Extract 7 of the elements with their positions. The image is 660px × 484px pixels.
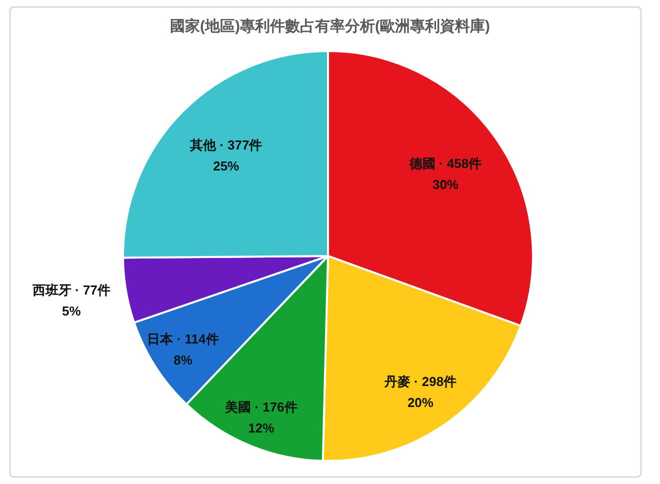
slice-label: 丹麥 · 298件 20% [383, 373, 457, 410]
slice-label: 德國 · 458件 30% [408, 156, 482, 192]
chart-title: 國家(地區)專利件數占有率分析(歐洲專利資料庫) [170, 17, 490, 35]
slice-label: 西班牙 · 77件 5% [31, 282, 110, 318]
slice-label: 日本 · 114件 8% [147, 330, 219, 367]
slice-label: 美國 · 176件 12% [224, 398, 298, 435]
slice-label: 其他 · 377件 25% [188, 136, 262, 173]
